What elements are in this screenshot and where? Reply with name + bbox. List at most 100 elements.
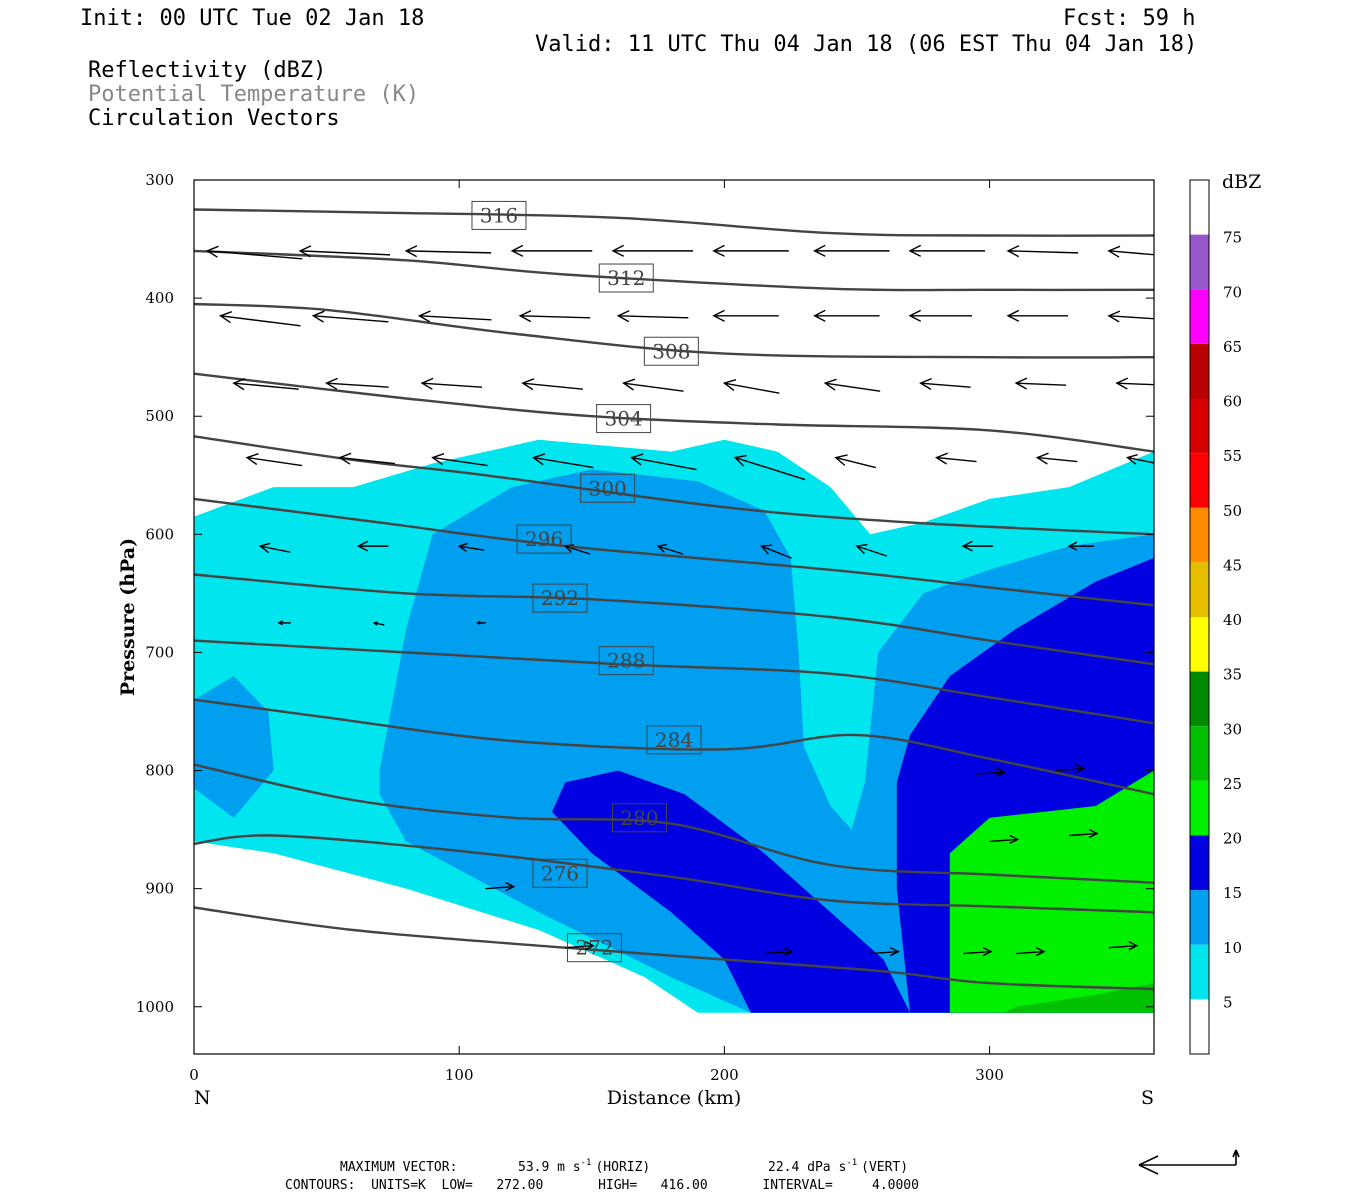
theta-contour-276 — [194, 834, 1154, 914]
colorbar-label-40: 40 — [1223, 611, 1242, 629]
colorbar-segment-13 — [1190, 890, 1209, 945]
svg-text:308: 308 — [652, 339, 690, 363]
circulation-vector-34 — [630, 453, 697, 471]
circulation-vector-4 — [611, 244, 694, 257]
circulation-vector-2 — [404, 245, 492, 258]
y-tick-label-500: 500 — [145, 407, 174, 425]
colorbar-label-35: 35 — [1223, 666, 1242, 684]
plot-frame — [193, 179, 1155, 1055]
circulation-vector-30 — [245, 453, 303, 467]
theta-contour-316 — [194, 208, 1154, 237]
colorbar-segment-6 — [1190, 507, 1209, 563]
contour-info-label: CONTOURS: UNITS=K LOW= 272.00 HIGH= 416.… — [285, 1178, 919, 1193]
circulation-vector-10 — [218, 311, 301, 327]
circulation-vector-57 — [989, 834, 1020, 845]
theta-contour-label-308: 308 — [643, 336, 699, 366]
circulation-vector-6 — [813, 244, 890, 257]
colorbar-segment-8 — [1190, 617, 1209, 672]
theta-contour-308 — [194, 302, 1154, 359]
circulation-vector-47 — [961, 540, 994, 552]
circulation-vector-15 — [712, 309, 779, 322]
svg-text:304: 304 — [605, 407, 643, 431]
colorbar-label-10: 10 — [1223, 939, 1242, 957]
colorbar-segment-2 — [1190, 289, 1209, 344]
colorbar-segment-15 — [1190, 999, 1209, 1054]
colorbar-segment-10 — [1190, 726, 1209, 781]
reference-vector-arrow — [1138, 1149, 1240, 1175]
colorbar-frame — [1189, 179, 1210, 1055]
circulation-vector-19 — [1107, 310, 1154, 323]
svg-text:276: 276 — [541, 861, 579, 885]
x-tick-label-200: 200 — [710, 1066, 739, 1084]
theta-contour-280 — [194, 763, 1154, 884]
circulation-vector-49 — [277, 620, 291, 626]
colorbar: 5 10 15 20 25 30 35 40 45 50 55 60 65 70 75 — [1189, 179, 1242, 1055]
colorbar-label-55: 55 — [1223, 447, 1242, 465]
colorbar-label-50: 50 — [1223, 502, 1242, 520]
x-axis-right-end-label: S — [1141, 1087, 1154, 1109]
circulation-vector-24 — [622, 378, 684, 392]
circulation-vector-37 — [934, 452, 977, 465]
colorbar-segment-9 — [1190, 671, 1209, 727]
circulation-vector-3 — [510, 244, 593, 257]
init-time-label: Init: 00 UTC Tue 02 Jan 18 — [80, 6, 424, 31]
circulation-vector-40 — [258, 542, 291, 554]
colorbar-segment-14 — [1190, 944, 1209, 1000]
colorbar-segment-11 — [1190, 780, 1209, 836]
x-tick-label-300: 300 — [975, 1066, 1004, 1084]
svg-text:292: 292 — [541, 586, 579, 610]
colorbar-label-70: 70 — [1223, 283, 1242, 301]
circulation-vector-12 — [417, 310, 492, 323]
max-vector-vertical: 22.4 dPa s-1 (VERT) — [768, 1158, 908, 1175]
theta-contour-label-288: 288 — [598, 646, 654, 676]
theta-contour-label-312: 312 — [598, 263, 654, 293]
theta-contour-label-280: 280 — [612, 803, 668, 833]
colorbar-label-5: 5 — [1223, 993, 1233, 1011]
theta-contour-284 — [194, 698, 1154, 796]
svg-text:296: 296 — [525, 527, 563, 551]
field-vectors-label: Circulation Vectors — [88, 106, 340, 131]
colorbar-label-30: 30 — [1223, 720, 1242, 738]
colorbar-label-75: 75 — [1223, 229, 1242, 247]
colorbar-label-45: 45 — [1223, 556, 1242, 574]
colorbar-segment-0 — [1190, 180, 1209, 235]
colorbar-segment-7 — [1190, 562, 1209, 617]
y-tick-label-800: 800 — [145, 762, 174, 780]
y-tick-label-300: 300 — [145, 171, 174, 189]
theta-contour-label-304: 304 — [596, 404, 652, 434]
circulation-vector-41 — [356, 540, 389, 552]
circulation-vector-56 — [963, 946, 993, 957]
x-axis-left-end-label: N — [194, 1087, 211, 1109]
theta-contour-296 — [194, 497, 1154, 607]
y-tick-label-600: 600 — [145, 525, 174, 543]
x-axis-label: Distance (km) — [607, 1087, 742, 1109]
theta-contour-label-284: 284 — [646, 725, 702, 755]
colorbar-segment-12 — [1190, 835, 1209, 891]
circulation-vector-17 — [908, 309, 973, 322]
colorbar-segment-5 — [1190, 453, 1209, 508]
circulation-vector-42 — [457, 542, 485, 552]
circulation-vector-33 — [531, 453, 594, 469]
colorbar-label-15: 15 — [1223, 884, 1242, 902]
circulation-vector-62 — [976, 767, 1006, 777]
circulation-vector-9 — [1107, 245, 1154, 258]
svg-text:272: 272 — [575, 936, 613, 960]
circulation-vector-29 — [1115, 377, 1154, 390]
y-axis-ticks: 300 400 500 600 700 800 900 1000 — [136, 171, 1154, 1016]
circulation-vector-39 — [1125, 454, 1154, 465]
svg-text:288: 288 — [607, 649, 645, 673]
svg-text:284: 284 — [655, 728, 693, 752]
circulation-vector-31 — [338, 452, 395, 465]
circulation-vector-38 — [1035, 452, 1078, 465]
circulation-vector-21 — [325, 377, 389, 390]
theta-contour-304 — [194, 372, 1154, 453]
theta-contour-300 — [194, 435, 1154, 536]
circulation-vector-26 — [823, 378, 881, 392]
contour-label-layer: 316 312 308 304 300 296 292 288 284 280 276 272 — [471, 200, 702, 963]
circulation-vector-7 — [908, 244, 986, 257]
colorbar-label-65: 65 — [1223, 338, 1242, 356]
circulation-vector-0 — [205, 245, 303, 260]
field-theta-label: Potential Temperature (K) — [88, 82, 419, 107]
circulation-vector-61 — [1055, 763, 1086, 774]
y-tick-label-900: 900 — [145, 880, 174, 898]
